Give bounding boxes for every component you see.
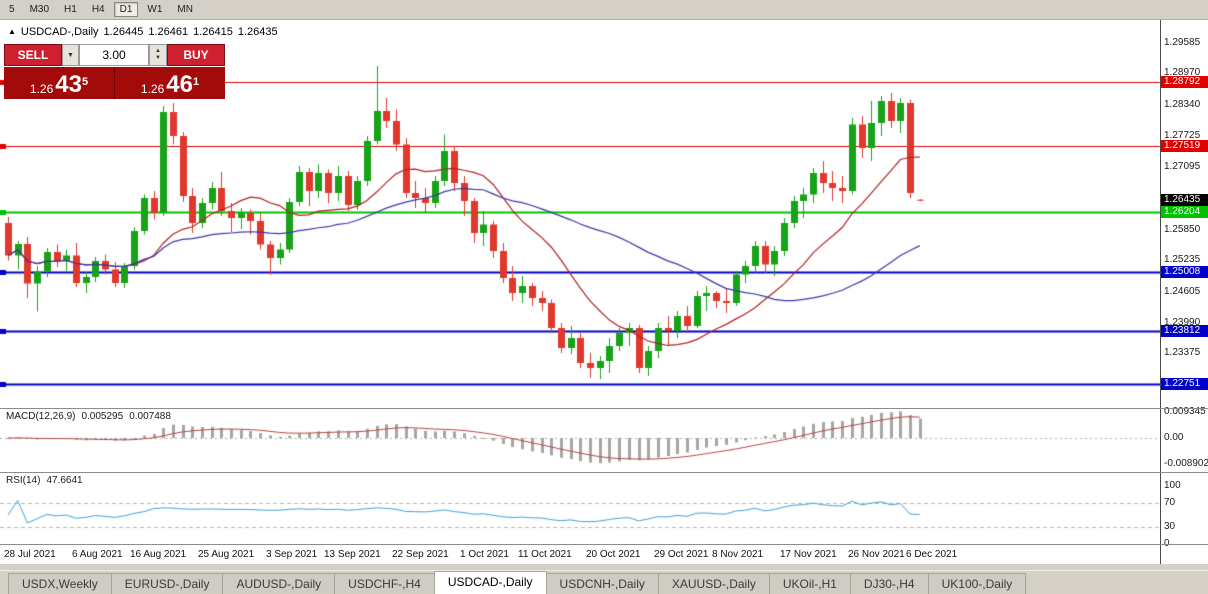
- date-label: 26 Nov 2021: [848, 549, 905, 560]
- panel-separator: [0, 408, 1208, 409]
- rsi-value: 47.6641: [46, 475, 83, 486]
- chart-ohlc-header: ▲ USDCAD-,Daily 1.26445 1.26461 1.26415 1.264…: [8, 26, 283, 38]
- date-label: 8 Nov 2021: [712, 549, 764, 560]
- axis-tick: 1.28970: [1164, 67, 1201, 78]
- ohlc-open: 1.26445: [103, 26, 144, 38]
- rsi-name: RSI(14): [6, 475, 41, 486]
- axis-tick: 1.27725: [1164, 130, 1201, 141]
- buy-price-point: 1: [192, 76, 200, 88]
- sell-price-display[interactable]: 1.26 43 5: [4, 67, 114, 99]
- price-level-badge: 1.23812: [1161, 325, 1208, 337]
- buy-price-display[interactable]: 1.26 46 1: [115, 67, 225, 99]
- date-label: 6 Aug 2021: [72, 549, 123, 560]
- axis-tick: -0.008902: [1164, 458, 1208, 469]
- tab-uk100-daily[interactable]: UK100-,Daily: [927, 573, 1027, 594]
- volume-spinner[interactable]: ▲ ▼: [149, 44, 167, 66]
- date-label: 13 Sep 2021: [324, 549, 381, 560]
- axis-tick: 1.24605: [1164, 286, 1201, 297]
- ohlc-close: 1.26435: [237, 26, 278, 38]
- date-label: 3 Sep 2021: [266, 549, 318, 560]
- timeframe-button-h1[interactable]: H1: [64, 4, 77, 15]
- price-axis[interactable]: 1.29585 1.28970 1.28340 1.27725 1.27095 1.258…: [1160, 20, 1208, 564]
- date-label: 22 Sep 2021: [392, 549, 449, 560]
- axis-tick: 70: [1164, 497, 1176, 508]
- date-label: 16 Aug 2021: [130, 549, 187, 560]
- axis-tick: 0.00: [1164, 432, 1184, 443]
- date-label: 28 Jul 2021: [4, 549, 56, 560]
- buy-price-pips: 46: [166, 71, 193, 98]
- date-label: 29 Oct 2021: [654, 549, 709, 560]
- tab-usdcad-daily[interactable]: USDCAD-,Daily: [433, 571, 547, 594]
- timeframe-button-mn[interactable]: MN: [177, 4, 193, 15]
- tab-usdchf-h4[interactable]: USDCHF-,H4: [334, 573, 435, 594]
- spinner-down-icon: ▼: [155, 55, 161, 61]
- tab-eurusd-daily[interactable]: EURUSD-,Daily: [110, 573, 224, 594]
- price-chart-canvas[interactable]: [0, 20, 1160, 544]
- ohlc-high: 1.26461: [148, 26, 189, 38]
- tab-ukoil-h1[interactable]: UKOil-,H1: [768, 573, 851, 594]
- buy-price-prefix: 1.26: [140, 82, 165, 96]
- sell-button[interactable]: SELL: [4, 44, 62, 66]
- axis-tick: 30: [1164, 521, 1176, 532]
- macd-signal-value: 0.007488: [129, 411, 171, 422]
- price-level-badge: 1.26204: [1161, 206, 1208, 218]
- ohlc-low: 1.26415: [193, 26, 233, 38]
- sell-price-prefix: 1.26: [29, 82, 54, 96]
- rsi-indicator-label: RSI(14) 47.6641: [6, 475, 89, 486]
- one-click-trading-panel: SELL ▼ ▲ ▼ BUY 1.26435 1.26461: [4, 44, 225, 99]
- chart-tabs-bar: USDX,Weekly EURUSD-,Daily AUDUSD-,Daily USD…: [0, 570, 1208, 594]
- axis-tick: 0: [1164, 538, 1208, 549]
- tab-dj30-h4[interactable]: DJ30-,H4: [849, 573, 929, 594]
- macd-value: 0.005295: [81, 411, 124, 422]
- date-label: 1 Oct 2021: [460, 549, 509, 560]
- timeframe-button-5[interactable]: 5: [9, 4, 15, 15]
- macd-indicator-label: MACD(12,26,9) 0.005295 0.007488: [6, 411, 177, 422]
- date-label: 17 Nov 2021: [780, 549, 837, 560]
- chart-symbol-label: USDCAD-,Daily: [20, 26, 99, 38]
- price-level-badge: 1.27519: [1161, 140, 1208, 152]
- date-label: 11 Oct 2021: [518, 549, 572, 560]
- axis-tick: 1.27095: [1164, 161, 1201, 172]
- axis-tick: 100: [1164, 480, 1181, 491]
- price-level-badge: 1.25008: [1161, 266, 1208, 278]
- volume-dropdown-button[interactable]: ▼: [62, 44, 79, 66]
- tab-usdx-weekly[interactable]: USDX,Weekly: [8, 573, 112, 594]
- timeframe-toolbar: 5 M30 H1 H4 D1 W1 MN: [0, 0, 1208, 20]
- spinner-up-icon: ▲: [155, 48, 161, 54]
- panel-separator: [0, 472, 1208, 473]
- timeframe-button-d1[interactable]: D1: [113, 2, 139, 17]
- axis-tick: 1.23375: [1164, 347, 1201, 358]
- date-label: 20 Oct 2021: [586, 549, 641, 560]
- tab-usdcnh-daily[interactable]: USDCNH-,Daily: [545, 573, 659, 594]
- date-label: 25 Aug 2021: [198, 549, 255, 560]
- axis-tick: 1.23990: [1164, 317, 1201, 328]
- up-triangle-icon: ▲: [8, 27, 16, 36]
- tab-xauusd-daily[interactable]: XAUUSD-,Daily: [657, 573, 770, 594]
- sell-price-pips: 43: [55, 71, 82, 98]
- timeframe-button-h4[interactable]: H4: [91, 4, 105, 15]
- sell-price-point: 5: [81, 76, 89, 88]
- timeframe-button-w1[interactable]: W1: [147, 4, 163, 15]
- axis-tick: 1.29585: [1164, 37, 1201, 48]
- price-level-badge: 1.28792: [1161, 76, 1208, 88]
- volume-input[interactable]: [79, 44, 149, 66]
- price-level-badge: 1.22751: [1161, 378, 1208, 390]
- axis-tick: 1.28340: [1164, 99, 1201, 110]
- axis-tick: 1.25850: [1164, 224, 1201, 235]
- panel-separator: [0, 544, 1208, 545]
- axis-tick: 0.009345: [1164, 406, 1206, 417]
- current-price-badge: 1.26435: [1161, 194, 1208, 206]
- tab-audusd-daily[interactable]: AUDUSD-,Daily: [222, 573, 336, 594]
- bottom-strip: [0, 564, 1208, 570]
- axis-tick: 1.25235: [1164, 254, 1201, 265]
- date-label: 6 Dec 2021: [906, 549, 958, 560]
- chevron-down-icon: ▼: [67, 51, 74, 59]
- date-axis[interactable]: 28 Jul 2021 6 Aug 2021 16 Aug 2021 25 Aug 2…: [0, 544, 1160, 564]
- chart-area: ▲ USDCAD-,Daily 1.26445 1.26461 1.26415 1.264…: [0, 20, 1208, 564]
- macd-name: MACD(12,26,9): [6, 411, 76, 422]
- timeframe-button-m30[interactable]: M30: [29, 4, 50, 15]
- buy-button[interactable]: BUY: [167, 44, 225, 66]
